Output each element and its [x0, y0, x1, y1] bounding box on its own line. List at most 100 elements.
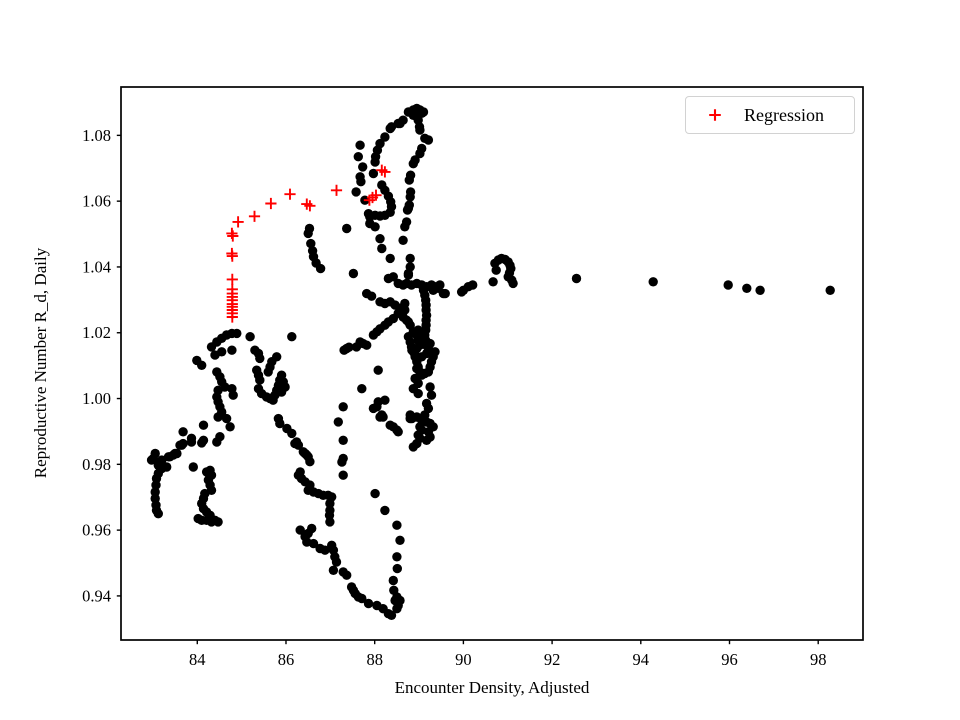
y-tick-label: 1.00	[82, 389, 111, 408]
x-tick-label: 88	[366, 650, 383, 669]
scatter-point	[392, 552, 402, 562]
y-tick-label: 1.04	[82, 257, 111, 276]
scatter-point	[344, 342, 354, 352]
scatter-point	[351, 187, 361, 197]
scatter-point	[337, 457, 347, 467]
scatter-point	[197, 360, 207, 370]
scatter-point	[351, 342, 362, 352]
scatter-point	[488, 277, 498, 287]
scatter-point	[370, 222, 380, 232]
scatter-point	[300, 532, 310, 542]
y-tick-label: 0.96	[82, 521, 111, 540]
scatter-point	[393, 118, 403, 129]
legend: Regression	[685, 96, 855, 134]
regression-point	[248, 210, 261, 222]
scatter-point	[325, 517, 335, 527]
plot-spines	[120, 86, 864, 641]
scatter-point	[385, 123, 395, 134]
regression-point	[330, 184, 343, 196]
scatter-point	[366, 291, 377, 301]
regression-point	[227, 230, 239, 242]
scatter-point	[508, 278, 518, 289]
scatter-point	[377, 243, 387, 254]
scatter-point	[395, 535, 405, 545]
scatter-point	[213, 517, 223, 527]
scatter-point	[357, 384, 367, 394]
scatter-point	[206, 342, 217, 352]
scatter-point	[368, 168, 379, 179]
y-axis-label: Reproductive Number R_d, Daily	[31, 247, 50, 479]
y-tick-label: 1.02	[82, 323, 111, 342]
scatter-point	[217, 347, 227, 357]
scatter-point	[333, 417, 343, 427]
scatter-point	[348, 268, 359, 279]
scatter-point	[356, 177, 366, 187]
scatter-point	[198, 420, 209, 430]
scatter-point	[426, 390, 437, 400]
scatter-point	[571, 273, 582, 284]
scatter-point	[400, 222, 410, 232]
scatter-point	[425, 338, 435, 349]
regression-point	[226, 273, 238, 285]
scatter-point	[232, 328, 242, 339]
y-tick-label: 0.94	[82, 586, 111, 605]
scatter-point	[468, 280, 478, 290]
scatter-point	[491, 265, 501, 275]
scatter-point	[425, 382, 435, 392]
scatter-point	[303, 228, 313, 239]
scatter-point	[255, 375, 265, 385]
scatter-point	[755, 285, 765, 295]
scatter-point	[423, 135, 434, 145]
regression-point	[232, 216, 244, 228]
scatter-point	[186, 437, 197, 447]
scatter-point	[380, 132, 390, 142]
x-axis-label: Encounter Density, Adjusted	[394, 678, 590, 697]
x-tick-label: 90	[455, 650, 472, 669]
x-tick-label: 84	[189, 650, 206, 669]
scatter-point	[315, 263, 326, 274]
scatter-point	[227, 345, 237, 355]
scatter-point	[389, 585, 399, 595]
scatter-point	[403, 268, 414, 279]
scatter-point	[221, 413, 232, 424]
scatter-point	[392, 563, 402, 574]
y-tick-label: 1.06	[82, 192, 111, 211]
scatter-point	[402, 205, 413, 215]
scatter-point	[146, 455, 157, 465]
scatter-point	[328, 565, 339, 575]
scatter-point	[308, 538, 319, 549]
scatter-point	[415, 148, 425, 159]
scatter-point	[375, 234, 385, 244]
scatter-point	[393, 427, 403, 437]
scatter-point	[212, 437, 222, 447]
scatter-point	[413, 430, 423, 440]
legend-label: Regression	[744, 104, 824, 125]
scatter-point	[363, 209, 374, 219]
scatter-point	[388, 575, 398, 586]
scatter-point	[228, 390, 238, 400]
x-tick-label: 98	[810, 650, 827, 669]
x-tick-label: 92	[544, 650, 561, 669]
scatter-point	[275, 418, 285, 429]
y-tick-label: 0.98	[82, 455, 111, 474]
scatter-point	[368, 403, 379, 414]
scatter-point	[413, 388, 423, 399]
scatter-point	[390, 595, 400, 606]
scatter-point	[648, 277, 658, 287]
scatter-point	[405, 253, 415, 264]
regression-point	[370, 189, 382, 201]
scatter-point	[150, 487, 160, 497]
scatter-point	[178, 438, 188, 449]
scatter-point	[276, 387, 287, 397]
scatter-point	[415, 125, 425, 135]
scatter-point	[723, 280, 733, 290]
scatter-point	[151, 480, 161, 490]
plus-marker-icon	[686, 108, 744, 122]
scatter-point	[357, 593, 367, 604]
scatter-point	[331, 557, 342, 567]
scatter-point	[385, 253, 395, 264]
scatter-point	[358, 162, 368, 172]
scatter-point	[435, 280, 445, 290]
